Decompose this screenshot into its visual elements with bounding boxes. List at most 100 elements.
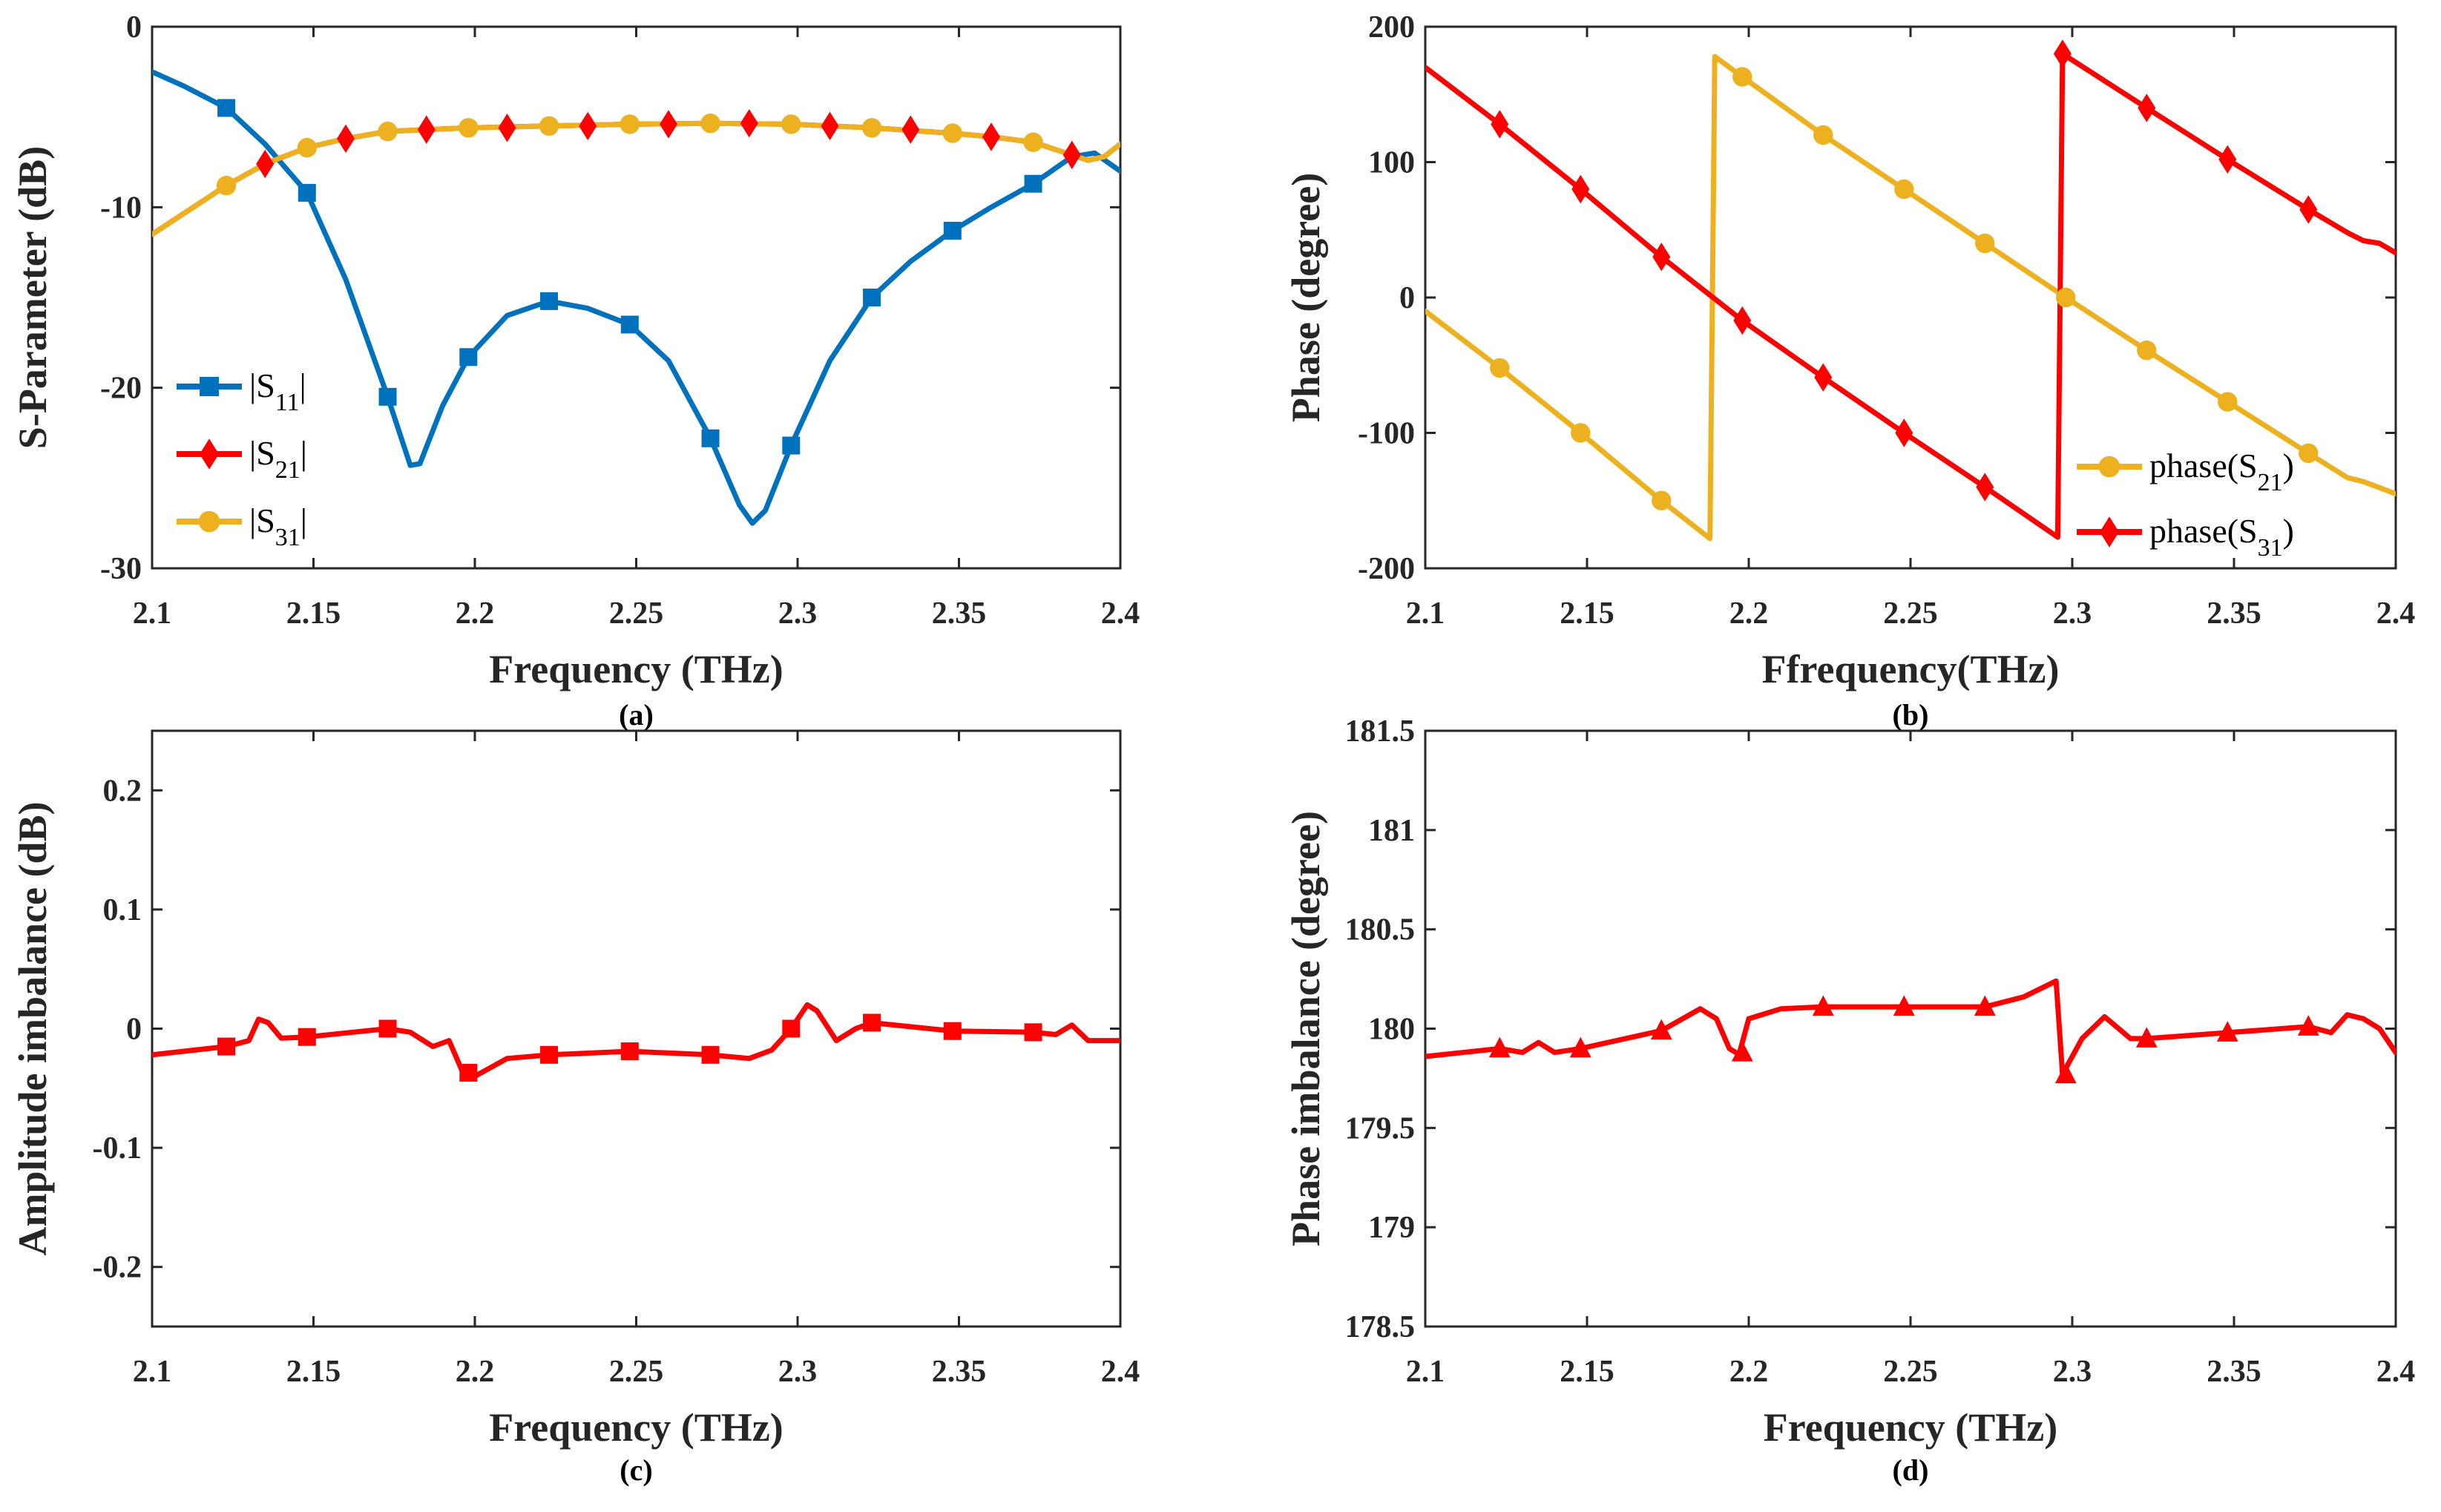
y-tick-label: -20 [100,372,142,406]
x-tick-label: 2.4 [1101,1355,1140,1389]
y-tick-label: 0 [126,10,142,45]
marker-diamond [1062,140,1081,169]
y-axis-label: S-Parameter (dB) [10,146,55,449]
marker-square [620,315,639,334]
marker-circle [198,510,220,533]
series-layer [152,69,1120,526]
marker-triangle [1812,995,1834,1016]
marker-diamond [200,438,219,470]
marker-circle [2299,443,2319,464]
x-tick-label: 2.1 [1406,1355,1445,1389]
marker-circle [1490,358,1510,378]
y-axis-label: Phase imbalance (degree) [1284,811,1328,1246]
legend-label-sub: 31 [2258,534,2283,562]
legend-label: |S31| [249,502,307,551]
x-tick-label: 2.4 [1101,596,1140,631]
legend-label: phase(S21) [2149,447,2294,496]
marker-square [701,429,720,447]
x-tick-label: 2.4 [2376,596,2416,631]
x-tick-label: 2.1 [1406,596,1445,631]
y-tick-label: 0.1 [103,893,142,927]
marker-diamond [417,115,436,144]
legend-label-base: phase(S [2149,447,2258,484]
marker-circle [2056,287,2076,308]
y-tick-label: -0.2 [93,1251,142,1285]
marker-triangle [1569,1036,1591,1058]
y-tick-label: 0.2 [103,774,142,808]
legend-label-sub: 31 [275,524,300,551]
x-tick-label: 2.35 [932,1355,987,1389]
marker-diamond [1895,418,1913,447]
legend-label-sub: 21 [2258,469,2283,496]
x-tick-label: 2.2 [1729,1355,1769,1389]
marker-diamond [1814,363,1833,392]
panel-caption: (a) [619,698,654,732]
x-tick-label: 2.25 [1883,596,1938,631]
marker-square [459,1063,478,1082]
marker-triangle [2297,1015,2319,1036]
marker-diamond [579,111,597,141]
legend-label: |S11| [249,367,306,416]
marker-triangle [2054,1062,2077,1084]
x-tick-label: 2.2 [456,1355,495,1389]
legend-label-end: ) [2283,447,2294,484]
marker-square [217,1037,236,1056]
x-tick-label: 2.35 [932,596,987,631]
x-tick-label: 2.15 [1560,596,1614,631]
marker-circle [1975,233,1995,254]
y-tick-label: 0 [1399,281,1415,315]
y-axis-label: Amplitude imbalance (dB) [10,801,55,1255]
legend: |S11||S21||S31| [177,367,307,551]
series-layer [152,1002,1120,1082]
legend-label-base: |S [249,434,275,472]
y-tick-label: -30 [100,552,142,586]
marker-diamond [2138,93,2156,122]
x-tick-label: 2.3 [778,1355,818,1389]
y-tick-label: 181 [1368,814,1415,848]
marker-circle [216,175,237,196]
marker-triangle [1731,1041,1753,1062]
y-tick-label: 178.5 [1345,1310,1416,1344]
marker-diamond [1491,110,1509,139]
legend-label-base: phase(S [2149,512,2258,550]
plot-area [1424,25,2397,570]
y-tick-label: -100 [1358,417,1415,451]
series-layer [1425,978,2396,1084]
marker-circle [781,114,801,134]
marker-square [943,1022,962,1040]
plot-area [1424,729,2397,1328]
marker-square [200,377,219,396]
panel-caption: (d) [1893,1453,1929,1487]
marker-circle [539,116,559,137]
marker-diamond [2100,516,2119,548]
marker-circle [1813,125,1833,145]
panel-caption: (c) [620,1453,652,1487]
x-tick-label: 2.4 [2376,1355,2416,1389]
y-tick-label: 179.5 [1345,1111,1416,1145]
chart-c: 2.1 2.15 2.2 2.25 2.3 2.35 2.4 -0.2 -0.1 0 0.1 0.2 F… [10,729,1140,1487]
marker-square [782,1019,801,1038]
marker-diamond [740,108,758,138]
marker-diamond [901,115,920,144]
marker-diamond [498,114,516,142]
marker-diamond [1652,243,1671,272]
marker-circle [861,118,882,138]
x-tick-label: 2.15 [286,1355,341,1389]
marker-diamond [2218,145,2237,174]
marker-triangle [2216,1021,2238,1042]
marker-diamond [2299,195,2318,224]
series-line-31 [1425,51,2396,540]
y-tick-label: 179 [1368,1211,1415,1245]
marker-square [540,1045,559,1064]
legend-item: |S11| [177,367,306,416]
marker-square [1024,174,1042,193]
legend-label-end: | [300,434,307,472]
marker-square [863,1013,881,1032]
marker-diamond [660,110,677,139]
x-axis-label: Ffrequency(THz) [1762,647,2060,691]
chart-b: 2.1 2.15 2.2 2.25 2.3 2.35 2.4 -200 -100 0 100 200 F… [1284,10,2415,732]
y-tick-label: -0.1 [93,1131,142,1166]
marker-square [378,387,397,406]
marker-square [1024,1023,1042,1042]
